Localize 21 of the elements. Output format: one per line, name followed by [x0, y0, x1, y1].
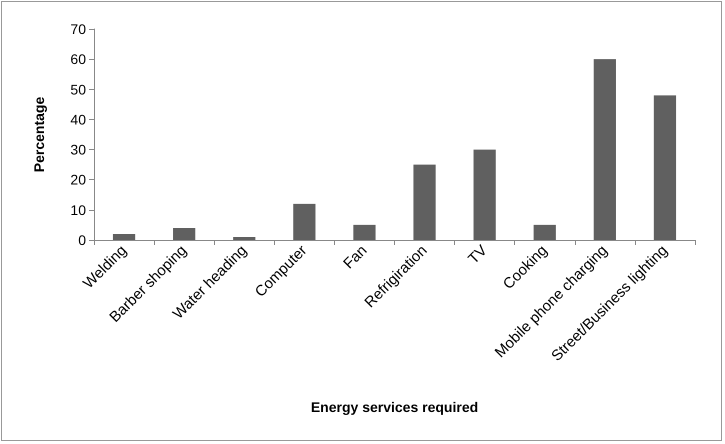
bar: [353, 224, 376, 240]
y-tick-label: 60: [70, 51, 86, 68]
y-tick-label: 0: [78, 232, 86, 248]
y-tick-label: 70: [70, 21, 86, 37]
y-tick-label: 50: [70, 81, 86, 98]
y-tick-label: 10: [70, 202, 86, 218]
bar: [233, 236, 256, 240]
x-tick-label: TV: [465, 242, 491, 268]
bar: [112, 234, 136, 240]
bar: [594, 59, 616, 240]
bar: [474, 150, 496, 240]
bar: [293, 204, 316, 240]
x-axis-title: Energy services required: [310, 399, 478, 415]
y-tick-label: 30: [70, 142, 86, 158]
bar: [413, 164, 436, 240]
y-tick-label: 40: [70, 111, 86, 128]
y-axis-title: Percentage: [31, 96, 47, 172]
bar: [534, 224, 556, 240]
bar: [173, 228, 196, 240]
bar: [654, 95, 676, 240]
y-tick-label: 20: [70, 172, 86, 188]
